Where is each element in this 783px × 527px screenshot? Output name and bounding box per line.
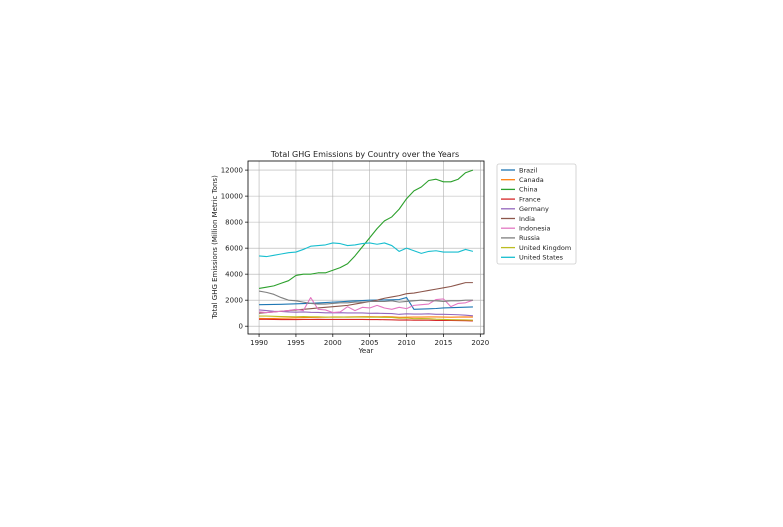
x-tick-label: 2020 — [471, 339, 489, 347]
x-axis-label: Year — [358, 347, 374, 355]
y-tick-label: 0 — [239, 323, 243, 331]
legend-frame — [496, 163, 577, 265]
chart-title: Total GHG Emissions by Country over the … — [270, 150, 459, 159]
x-tick-label: 2005 — [361, 339, 379, 347]
legend-label-indonesia: Indonesia — [519, 225, 550, 233]
y-axis-label: Total GHG Emissions (Million Metric Tons… — [211, 175, 219, 320]
x-tick-label: 2010 — [398, 339, 416, 347]
legend-label-russia: Russia — [519, 234, 540, 242]
x-axis-ticks: 1990 1995 2000 2005 2010 2015 2020 — [250, 334, 489, 347]
legend-label-canada: Canada — [519, 176, 544, 184]
series-line-china — [258, 169, 474, 290]
x-tick-label: 2000 — [324, 339, 342, 347]
y-tick-label: 2000 — [225, 297, 243, 305]
y-tick-label: 6000 — [225, 245, 243, 253]
legend-label-united-states: United States — [519, 254, 564, 262]
series-line-russia — [258, 290, 473, 305]
plot-frame — [247, 160, 485, 335]
legend-label-china: China — [519, 186, 538, 194]
x-tick-label: 1995 — [287, 339, 305, 347]
series-line-indonesia — [259, 297, 474, 314]
grid — [248, 161, 484, 334]
y-axis-ticks: 0 2000 4000 6000 8000 10000 12000 — [221, 167, 248, 331]
legend-label-france: France — [519, 195, 541, 203]
legend-label-germany: Germany — [519, 205, 549, 213]
y-tick-label: 4000 — [225, 271, 243, 279]
series-line-france — [259, 318, 473, 322]
series-lines — [258, 169, 474, 322]
series-line-united-states — [259, 242, 474, 258]
x-tick-label: 2015 — [435, 339, 453, 347]
x-tick-label: 1990 — [250, 339, 268, 347]
legend-label-united-kingdom: United Kingdom — [519, 244, 571, 252]
series-line-brazil — [259, 297, 473, 310]
legend-label-brazil: Brazil — [519, 166, 537, 174]
series-line-germany — [259, 309, 473, 317]
y-tick-label: 8000 — [225, 219, 243, 227]
series-line-united-kingdom — [259, 315, 473, 321]
legend-label-india: India — [519, 215, 535, 223]
y-tick-label: 12000 — [221, 167, 243, 175]
y-tick-label: 10000 — [221, 193, 243, 201]
